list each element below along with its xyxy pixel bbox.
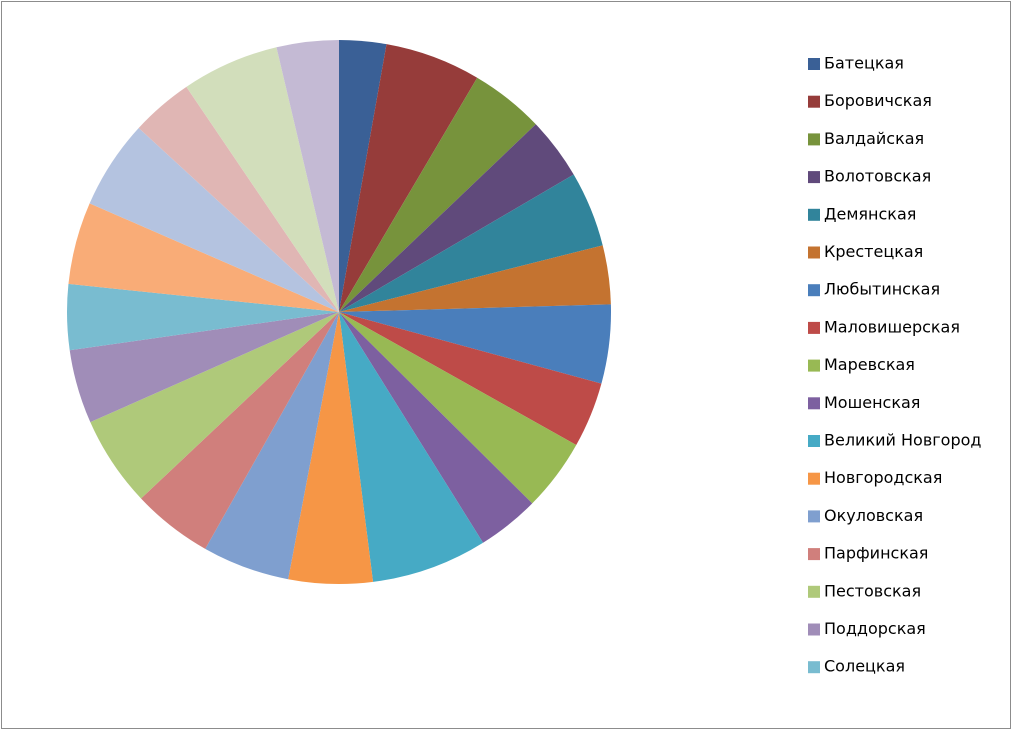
pie-slice: [339, 312, 484, 582]
legend-label: Пестовская: [824, 581, 921, 600]
pie-slice: [339, 304, 611, 384]
pie-slice: [339, 174, 603, 312]
pie-slice: [339, 312, 533, 543]
legend-swatch: [808, 171, 820, 184]
legend-label: Крестецкая: [824, 242, 923, 261]
legend-swatch: [808, 435, 820, 447]
legend-swatch: [808, 284, 820, 297]
legend-label: Батецкая: [824, 54, 904, 73]
legend-swatch: [808, 585, 820, 598]
legend-swatch: [808, 510, 820, 523]
pie-slice: [141, 312, 339, 549]
legend-swatch: [808, 661, 820, 674]
legend-swatch: [808, 623, 820, 636]
pie-slice: [67, 283, 340, 351]
legend-label: Окуловская: [824, 506, 923, 525]
pie-slice: [205, 312, 339, 580]
legend-swatch: [808, 359, 820, 372]
pie-slice: [276, 40, 339, 312]
legend-label: Боровичская: [824, 91, 932, 110]
pie-slice: [186, 47, 339, 313]
legend-swatch: [808, 548, 820, 561]
legend-label: Маревская: [824, 355, 915, 374]
legend-label: Демянская: [824, 204, 916, 223]
legend-label: Маловишерская: [824, 317, 960, 336]
legend-label: Великий Новгород: [824, 431, 981, 450]
pie-slice: [288, 312, 374, 585]
legend-swatch: [808, 397, 820, 410]
legend-label: Волотовская: [824, 167, 931, 186]
pie-slice: [89, 127, 340, 313]
legend-label: Парфинская: [824, 544, 928, 563]
pie-slice: [339, 44, 478, 313]
pie-slice: [339, 245, 611, 312]
pie-slice: [69, 312, 339, 423]
pie-slice: [138, 86, 339, 313]
pie-slice: [339, 312, 602, 446]
legend-label: Поддорская: [824, 619, 926, 638]
legend-swatch: [808, 472, 820, 485]
pie-slice: [68, 203, 340, 312]
legend-label: Любытинская: [824, 280, 940, 299]
legend-swatch: [808, 321, 820, 334]
legend-swatch: [808, 133, 820, 146]
legend-swatch: [808, 95, 820, 108]
pie-slice: [339, 40, 387, 312]
legend-swatch: [808, 246, 820, 259]
legend-label: Мошенская: [824, 393, 920, 412]
legend-swatch: [808, 208, 820, 221]
legend-label: Солецкая: [824, 657, 905, 676]
legend-label: Новгородская: [824, 468, 942, 487]
legend-swatch: [808, 58, 820, 70]
pie-slice: [339, 77, 536, 312]
pie-slice: [339, 312, 577, 504]
pie-slice: [339, 124, 574, 313]
legend-label: Валдайская: [824, 129, 924, 148]
pie-slice: [90, 312, 339, 499]
